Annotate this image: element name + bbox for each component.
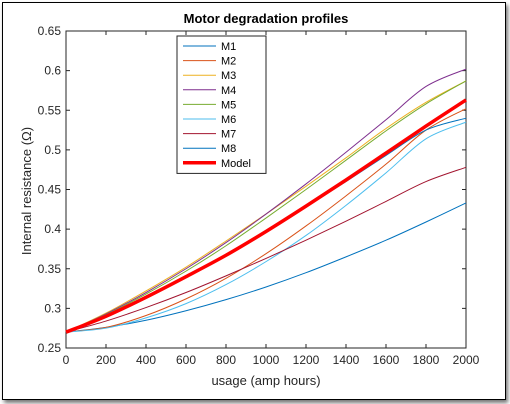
y-axis-label: Internal resistance (Ω)	[19, 127, 34, 255]
x-tick-label: 800	[216, 353, 236, 367]
series-line-model	[65, 98, 467, 334]
series-line-m4	[65, 68, 467, 333]
y-tick-label: 0.45	[38, 183, 62, 197]
y-tick-label: 0.4	[44, 222, 61, 236]
x-tick-label: 1400	[333, 353, 360, 367]
legend-entry-label: Model	[221, 158, 251, 170]
x-tick-label: 200	[96, 353, 116, 367]
x-tick-label: 400	[136, 353, 156, 367]
x-tick-label: 1600	[373, 353, 400, 367]
legend-entry-label: M4	[221, 85, 236, 97]
y-tick-label: 0.6	[44, 64, 61, 78]
legend-entry-label: M8	[221, 143, 236, 155]
series-line-m6	[65, 121, 467, 333]
x-tick-label: 0	[63, 353, 70, 367]
y-tick-label: 0.55	[38, 103, 62, 117]
y-tick-label: 0.25	[38, 341, 62, 355]
y-tick-label: 0.5	[44, 143, 61, 157]
x-axis-label: usage (amp hours)	[211, 373, 320, 388]
x-tick-label: 1800	[413, 353, 440, 367]
x-tick-label: 2000	[453, 353, 480, 367]
legend-entry-label: M2	[221, 56, 236, 68]
y-tick-label: 0.65	[38, 24, 62, 38]
x-tick-label: 600	[176, 353, 196, 367]
y-tick-label: 0.35	[38, 262, 62, 276]
series-line-m7	[65, 166, 467, 333]
chart-title: Motor degradation profiles	[184, 11, 349, 26]
series-line-m1	[65, 202, 467, 333]
x-tick-label: 1000	[253, 353, 280, 367]
legend-entry-label: M3	[221, 70, 236, 82]
series-line-m5	[65, 80, 467, 333]
legend-entry-label: M5	[221, 99, 236, 111]
x-tick-label: 1200	[293, 353, 320, 367]
legend: M1 M2 M3 M4 M5 M6 M7 M8 Model	[176, 35, 267, 174]
legend-entry-label: M7	[221, 129, 236, 141]
legend-entry-label: M6	[221, 114, 236, 126]
y-tick-label: 0.3	[44, 301, 61, 315]
series-line-m2	[65, 108, 467, 333]
legend-entry-label: M1	[221, 41, 236, 53]
